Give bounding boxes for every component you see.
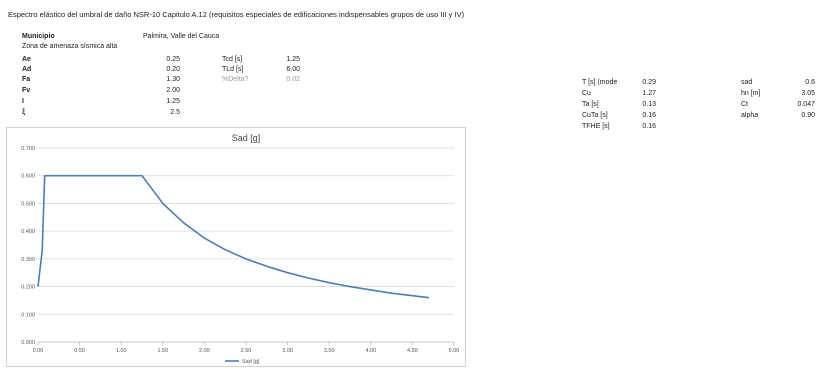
right-value: 0.16 bbox=[642, 112, 656, 119]
x-tick-label: 0.00 bbox=[33, 348, 44, 354]
y-tick-label: 0.100 bbox=[21, 312, 35, 318]
series-line bbox=[37, 174, 430, 299]
x-tick-label: 1.50 bbox=[157, 348, 168, 354]
period-label: TLd [s] bbox=[222, 66, 244, 73]
param-label: Fv bbox=[22, 87, 31, 94]
x-tick-label: 0.50 bbox=[74, 348, 85, 354]
param-value: 0.20 bbox=[166, 66, 180, 73]
right-label-2: alpha bbox=[741, 112, 759, 119]
right-label: Ta [s] bbox=[582, 101, 599, 108]
municipio-label: Municipio bbox=[22, 33, 55, 40]
right-label-2: hn [m] bbox=[741, 90, 761, 97]
period-label: Tcd [s] bbox=[222, 56, 243, 63]
right-value-2: 0.90 bbox=[801, 112, 815, 119]
param-value: 2.5 bbox=[170, 109, 180, 116]
x-tick-label: 3.50 bbox=[324, 348, 335, 354]
right-label: T [s] (mode bbox=[582, 79, 618, 86]
right-label-2: sad bbox=[741, 79, 753, 86]
right-value: 0.13 bbox=[642, 101, 656, 108]
y-tick-label: 0.400 bbox=[21, 229, 35, 235]
x-tick-label: 4.00 bbox=[365, 348, 376, 354]
right-label: Cu bbox=[582, 90, 591, 97]
right-label: CuTa [s] bbox=[582, 112, 608, 119]
period-value: 1.25 bbox=[286, 56, 300, 63]
zona-amenaza: Zona de amenaza sísmica alta bbox=[22, 43, 118, 50]
right-label: TFHE [s] bbox=[582, 123, 610, 130]
param-label: Ad bbox=[22, 66, 32, 73]
y-tick-label: 0.200 bbox=[21, 285, 35, 291]
right-value: 1.27 bbox=[642, 90, 656, 97]
param-value: 1.25 bbox=[166, 98, 180, 105]
y-tick-label: 0.500 bbox=[21, 201, 35, 207]
chart-title: Sad [g] bbox=[232, 133, 261, 143]
x-tick-label: 3.00 bbox=[282, 348, 293, 354]
y-tick-label: 0.300 bbox=[21, 257, 35, 263]
right-value: 0.16 bbox=[642, 123, 656, 130]
x-tick-label: 2.50 bbox=[241, 348, 252, 354]
param-label: Fa bbox=[22, 76, 31, 83]
y-tick-label: 0.700 bbox=[21, 146, 35, 152]
right-value: 0.29 bbox=[642, 79, 656, 86]
y-tick-label: 0.000 bbox=[21, 340, 35, 346]
chart-area: Sad [g] 0.000 0.100 0.200 0.300 0.400 0.500 0.6… bbox=[6, 127, 466, 367]
x-tick-label: 4.50 bbox=[407, 348, 418, 354]
param-value: 2.00 bbox=[166, 87, 180, 94]
param-value: 0.25 bbox=[166, 56, 180, 63]
right-value-2: 3.05 bbox=[801, 90, 815, 97]
right-value-2: 0.047 bbox=[797, 101, 815, 108]
page-title: Espectro elástico del umbral de daño NSR… bbox=[8, 10, 465, 19]
x-tick-label: 2.00 bbox=[199, 348, 210, 354]
period-value: 0.02 bbox=[286, 76, 300, 83]
municipio-value: Palmira, Valle del Cauca bbox=[143, 33, 220, 40]
y-tick-label: 0.600 bbox=[21, 174, 35, 180]
legend-label: Sad [g] bbox=[242, 359, 260, 365]
sad-chart: Sad [g] 0.000 0.100 0.200 0.300 0.400 0.500 0.6… bbox=[21, 133, 460, 365]
param-value: 1.30 bbox=[166, 76, 180, 83]
period-value: 6.00 bbox=[286, 66, 300, 73]
x-tick-label: 1.00 bbox=[116, 348, 127, 354]
x-tick-label: 5.00 bbox=[449, 348, 460, 354]
right-value-2: 0.6 bbox=[805, 79, 815, 86]
right-label-2: Ct bbox=[741, 101, 748, 108]
param-label: ξ bbox=[22, 109, 26, 116]
param-label: Ae bbox=[22, 56, 31, 63]
param-label: I bbox=[22, 98, 24, 105]
period-label: %Delta? bbox=[222, 76, 249, 83]
